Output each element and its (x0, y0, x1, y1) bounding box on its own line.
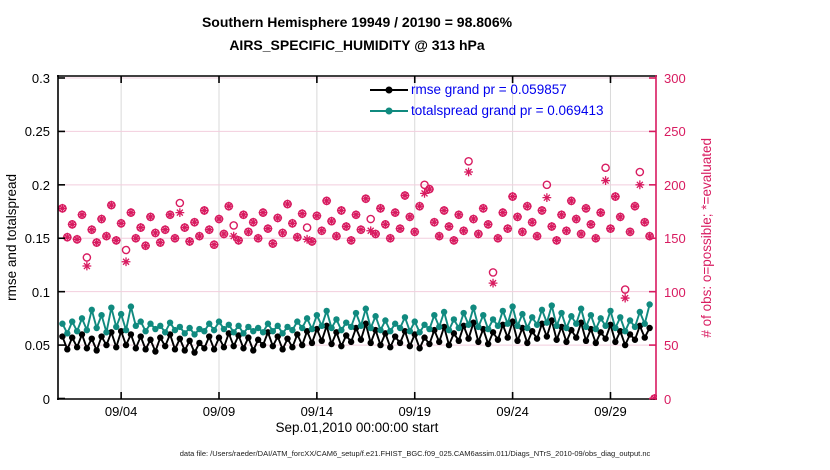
legend-label-totalspread: totalspread grand pr = 0.069413 (411, 103, 604, 118)
x-tick-label: 09/19 (398, 404, 431, 419)
x-axis-label: Sep.01,2010 00:00:00 start (275, 420, 439, 435)
y-left-tick-label: 0.1 (31, 284, 50, 300)
plot-area (57, 75, 657, 400)
x-tick-label: 09/24 (496, 404, 529, 419)
rmse-legend-marker (370, 86, 408, 93)
y-right-tick-label: 150 (664, 231, 686, 247)
chart-title-line2: AIRS_SPECIFIC_HUMIDITY @ 313 hPa (229, 37, 485, 53)
y-right-tick-label: 0 (664, 391, 672, 407)
legend-item-totalspread: totalspread grand pr = 0.069413 (370, 100, 604, 121)
totalspread-series (59, 301, 653, 338)
y-right-tick-label: 250 (664, 124, 686, 140)
y-right-tick-label: 50 (664, 338, 679, 354)
y-right-tick-label: 300 (664, 71, 686, 86)
totalspread-legend-marker (370, 107, 408, 114)
x-tick-label: 09/14 (300, 404, 334, 419)
legend-item-rmse: rmse grand pr = 0.059857 (370, 79, 604, 100)
y-left-tick-label: 0.05 (24, 338, 50, 354)
legend-label-rmse: rmse grand pr = 0.059857 (411, 82, 567, 97)
data-file-path: data file: /Users/raeder/DAI/ATM_forcXX/… (179, 449, 651, 458)
y-right-tick-label: 200 (664, 177, 686, 193)
chart-title-line1: Southern Hemisphere 19949 / 20190 = 98.8… (201, 14, 513, 30)
y-left-tick-label: 0.3 (31, 71, 50, 86)
y-left-tick-label: 0.25 (24, 124, 50, 140)
x-tick-label: 09/09 (202, 404, 236, 419)
y-left-tick-label: 0.15 (24, 231, 50, 247)
legend: rmse grand pr = 0.059857 totalspread gra… (370, 79, 604, 121)
axis-box (57, 75, 657, 400)
y-left-tick-label: 0.2 (31, 177, 50, 193)
rmse-series (59, 316, 653, 356)
possible-obs-series (58, 157, 657, 400)
evaluated-obs-series (58, 167, 657, 400)
chart-title: Southern Hemisphere 19949 / 20190 = 98.8… (57, 11, 657, 57)
y-left-tick-label: 0 (42, 391, 50, 407)
x-tick-label: 09/29 (594, 404, 627, 419)
x-tick-label: 09/04 (104, 404, 138, 419)
y-right-tick-label: 100 (664, 284, 686, 300)
